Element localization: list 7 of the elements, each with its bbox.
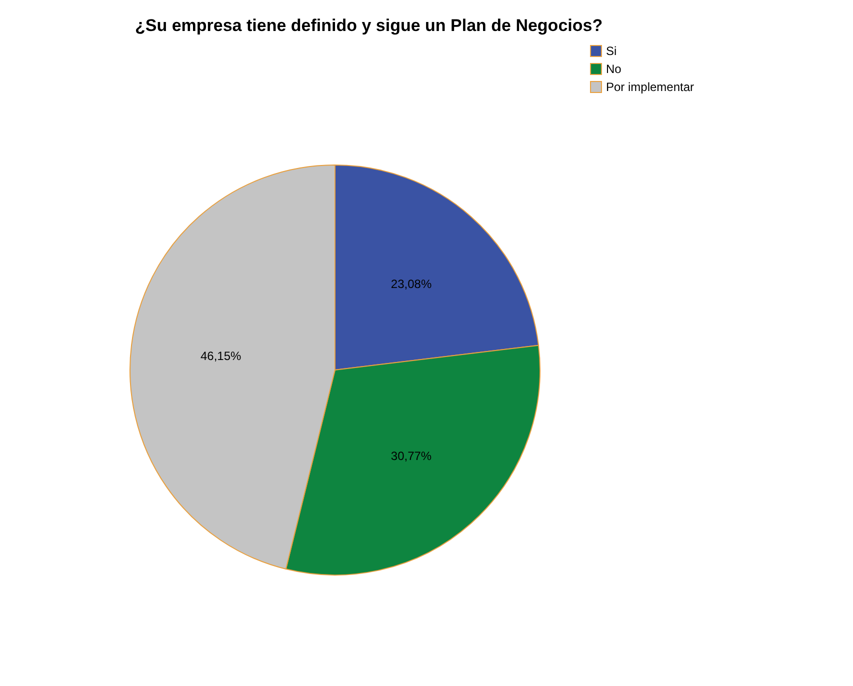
legend-label: Por implementar [606, 80, 694, 94]
data-label: 30,77% [390, 449, 432, 464]
legend-label: No [606, 62, 622, 76]
data-label: 23,08% [390, 276, 432, 291]
chart-title: ¿Su empresa tiene definido y sigue un Plan de Negocios? [135, 16, 603, 35]
data-label: 46,15% [200, 349, 242, 364]
legend-label: Si [606, 44, 617, 58]
